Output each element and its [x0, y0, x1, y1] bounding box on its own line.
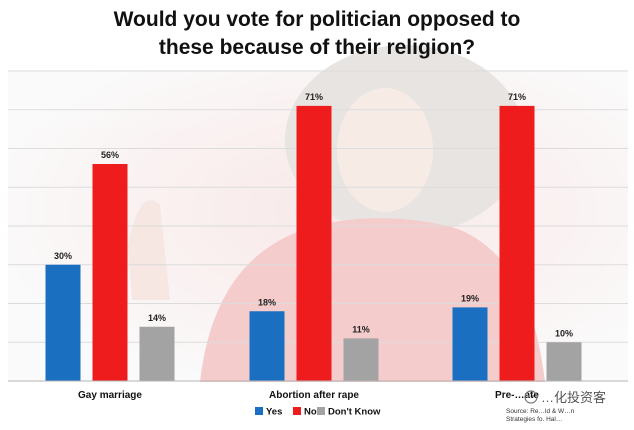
wechat-icon — [524, 390, 538, 404]
data-label: 71% — [508, 92, 526, 102]
legend-swatch — [317, 407, 325, 415]
bar-no — [296, 105, 332, 381]
chart-title-line-1: Would you vote for politician opposed to — [114, 8, 521, 31]
legend-label: No — [304, 407, 317, 418]
data-label: 19% — [461, 293, 479, 303]
bar-yes — [249, 311, 285, 381]
bars — [45, 105, 582, 381]
data-label: 18% — [258, 297, 276, 307]
wechat-icon-dot — [532, 395, 534, 397]
bar-no — [499, 105, 535, 381]
data-label: 71% — [305, 92, 323, 102]
bar-don-t-know — [139, 326, 175, 381]
category-labels: Gay marriage Abortion after rape Pre-…ate — [78, 390, 539, 401]
source-line-1: Source: Re…ld & W…n — [506, 408, 575, 415]
category-label: Pre-…ate — [495, 390, 539, 401]
watermark-text: …化投资客 — [541, 390, 606, 405]
data-label: 30% — [54, 251, 72, 261]
legend-swatch — [255, 407, 263, 415]
chart-title-line-2: these because of their religion? — [159, 36, 475, 59]
bar-yes — [452, 307, 488, 381]
data-label: 56% — [101, 150, 119, 160]
bar-don-t-know — [343, 338, 379, 381]
category-label: Abortion after rape — [269, 390, 359, 401]
wechat-icon-dot — [528, 395, 530, 397]
legend-label: Yes — [266, 407, 282, 418]
watermark: …化投资客 — [524, 390, 606, 405]
bar-no — [92, 164, 128, 381]
legend-swatch — [293, 407, 301, 415]
bar-yes — [45, 264, 81, 381]
legend-label: Don't Know — [328, 407, 381, 418]
legend: Yes No Don't Know — [255, 407, 381, 418]
bar-don-t-know — [546, 342, 582, 381]
data-labels: 30% 56% 14% 18% 71% 11% 19% 71% 10% — [54, 92, 573, 338]
data-label: 11% — [352, 324, 370, 334]
data-label: 14% — [148, 313, 166, 323]
source-line-2: Strategies fo. Hal… — [506, 416, 562, 423]
data-label: 10% — [555, 328, 573, 338]
category-label: Gay marriage — [78, 390, 142, 401]
